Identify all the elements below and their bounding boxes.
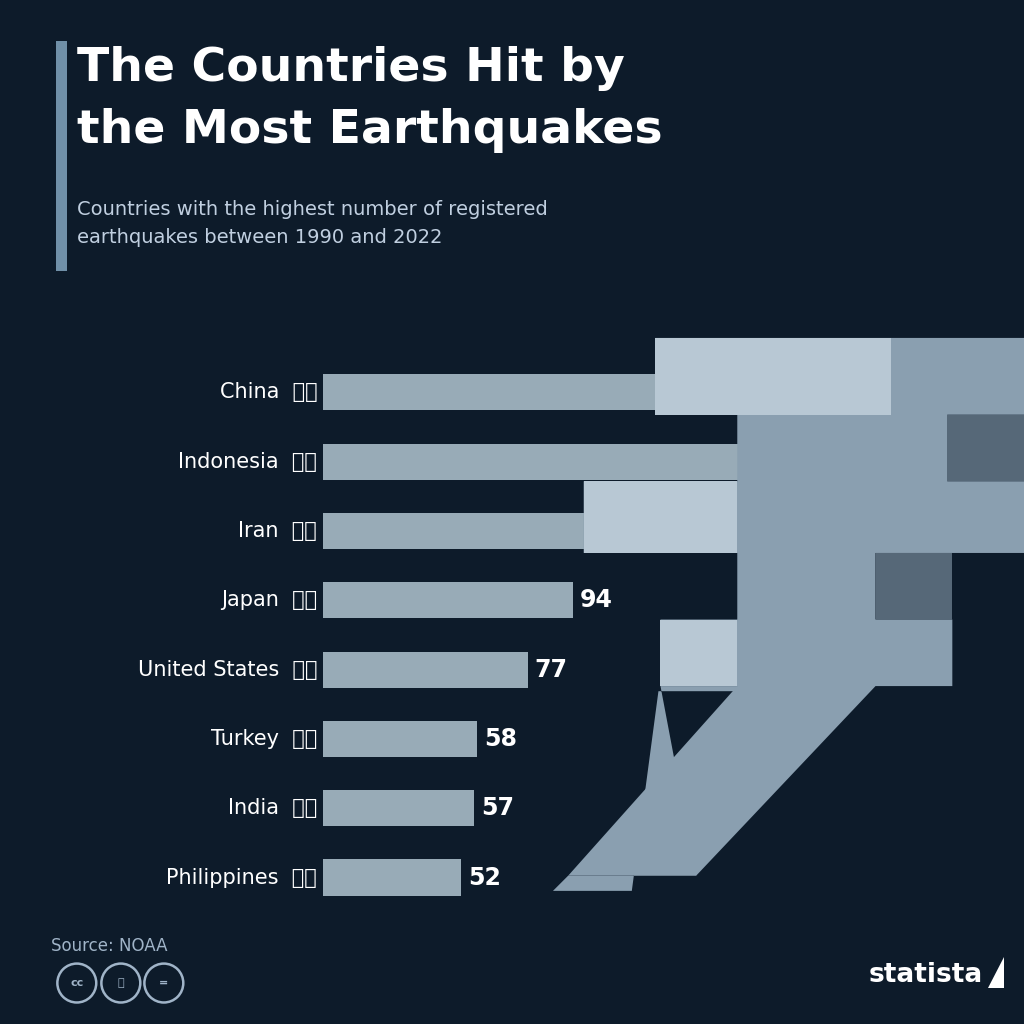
- Bar: [323, 721, 477, 757]
- Bar: [323, 651, 527, 687]
- Text: 57: 57: [481, 797, 514, 820]
- Text: The Countries Hit by: The Countries Hit by: [77, 46, 625, 91]
- Bar: [323, 374, 807, 411]
- Text: ⓘ: ⓘ: [118, 978, 124, 988]
- Bar: [323, 513, 610, 549]
- Text: cc: cc: [71, 978, 83, 988]
- Text: =: =: [159, 978, 169, 988]
- Text: Turkey  🇹🇷: Turkey 🇹🇷: [211, 729, 317, 749]
- Text: India  🇮🇳: India 🇮🇳: [228, 798, 317, 818]
- Text: statista: statista: [868, 963, 983, 988]
- Bar: [323, 443, 752, 479]
- Text: Source: NOAA: Source: NOAA: [51, 937, 168, 955]
- Text: Philippines  🇵🇭: Philippines 🇵🇭: [167, 867, 317, 888]
- Text: China  🇨🇳: China 🇨🇳: [219, 382, 317, 402]
- Text: 58: 58: [483, 727, 517, 751]
- Text: Countries with the highest number of registered
earthquakes between 1990 and 202: Countries with the highest number of reg…: [77, 200, 548, 247]
- Text: 94: 94: [580, 588, 612, 612]
- Text: 52: 52: [468, 865, 501, 890]
- Bar: [323, 791, 474, 826]
- Text: Iran  🇮🇷: Iran 🇮🇷: [239, 521, 317, 541]
- Text: the Most Earthquakes: the Most Earthquakes: [77, 108, 663, 153]
- Text: United States  🇺🇸: United States 🇺🇸: [138, 659, 317, 680]
- Bar: [323, 859, 461, 896]
- Text: Indonesia  🇮🇩: Indonesia 🇮🇩: [178, 452, 317, 472]
- Text: 77: 77: [535, 657, 567, 682]
- Text: 161: 161: [758, 450, 807, 473]
- Text: 108: 108: [616, 519, 667, 543]
- Bar: [323, 583, 573, 618]
- Text: Japan  🇯🇵: Japan 🇯🇵: [221, 590, 317, 610]
- Text: 182: 182: [814, 380, 863, 404]
